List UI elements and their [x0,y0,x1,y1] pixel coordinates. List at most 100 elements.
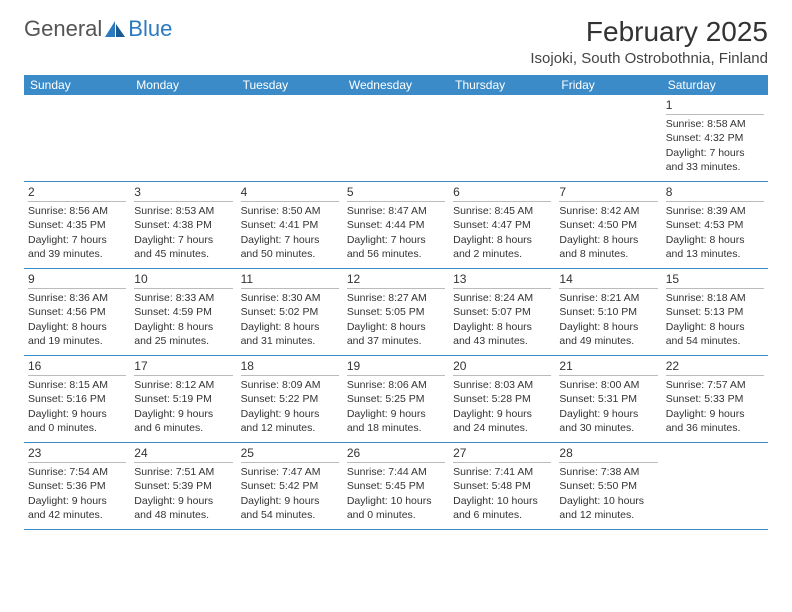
daylight-line-1: Daylight: 9 hours [134,407,232,421]
day-number: 18 [241,358,339,376]
daylight-line-2: and 37 minutes. [347,334,445,348]
sunset-line: Sunset: 5:31 PM [559,392,657,406]
day-number: 11 [241,271,339,289]
sunrise-line: Sunrise: 8:30 AM [241,291,339,305]
day-cell: 23Sunrise: 7:54 AMSunset: 5:36 PMDayligh… [24,443,130,529]
day-number: 5 [347,184,445,202]
logo: General Blue [24,16,172,42]
weekday-wednesday: Wednesday [343,75,449,95]
day-number: 25 [241,445,339,463]
sunrise-line: Sunrise: 8:12 AM [134,378,232,392]
day-number: 2 [28,184,126,202]
day-number: 22 [666,358,764,376]
day-cell: 2Sunrise: 8:56 AMSunset: 4:35 PMDaylight… [24,182,130,268]
sunset-line: Sunset: 5:02 PM [241,305,339,319]
sunrise-line: Sunrise: 8:18 AM [666,291,764,305]
day-number: 4 [241,184,339,202]
day-cell: 8Sunrise: 8:39 AMSunset: 4:53 PMDaylight… [662,182,768,268]
week-row: 1Sunrise: 8:58 AMSunset: 4:32 PMDaylight… [24,95,768,182]
day-cell: 12Sunrise: 8:27 AMSunset: 5:05 PMDayligh… [343,269,449,355]
day-cell: 15Sunrise: 8:18 AMSunset: 5:13 PMDayligh… [662,269,768,355]
weekday-tuesday: Tuesday [237,75,343,95]
daylight-line-2: and 43 minutes. [453,334,551,348]
daylight-line-2: and 31 minutes. [241,334,339,348]
daylight-line-1: Daylight: 9 hours [28,494,126,508]
day-empty [662,443,768,529]
daylight-line-2: and 50 minutes. [241,247,339,261]
weekday-friday: Friday [555,75,661,95]
daylight-line-2: and 49 minutes. [559,334,657,348]
sunrise-line: Sunrise: 7:38 AM [559,465,657,479]
daylight-line-2: and 19 minutes. [28,334,126,348]
day-number: 7 [559,184,657,202]
sunset-line: Sunset: 4:56 PM [28,305,126,319]
daylight-line-2: and 6 minutes. [134,421,232,435]
sunrise-line: Sunrise: 8:09 AM [241,378,339,392]
day-cell: 3Sunrise: 8:53 AMSunset: 4:38 PMDaylight… [130,182,236,268]
sunrise-line: Sunrise: 8:45 AM [453,204,551,218]
daylight-line-2: and 56 minutes. [347,247,445,261]
daylight-line-1: Daylight: 9 hours [241,407,339,421]
daylight-line-2: and 8 minutes. [559,247,657,261]
day-cell: 6Sunrise: 8:45 AMSunset: 4:47 PMDaylight… [449,182,555,268]
sunset-line: Sunset: 4:53 PM [666,218,764,232]
daylight-line-1: Daylight: 7 hours [241,233,339,247]
daylight-line-1: Daylight: 10 hours [347,494,445,508]
day-cell: 16Sunrise: 8:15 AMSunset: 5:16 PMDayligh… [24,356,130,442]
daylight-line-1: Daylight: 7 hours [28,233,126,247]
daylight-line-1: Daylight: 9 hours [134,494,232,508]
day-cell: 20Sunrise: 8:03 AMSunset: 5:28 PMDayligh… [449,356,555,442]
day-cell: 4Sunrise: 8:50 AMSunset: 4:41 PMDaylight… [237,182,343,268]
daylight-line-1: Daylight: 8 hours [134,320,232,334]
day-cell: 1Sunrise: 8:58 AMSunset: 4:32 PMDaylight… [662,95,768,181]
day-number: 10 [134,271,232,289]
daylight-line-2: and 12 minutes. [241,421,339,435]
day-number: 13 [453,271,551,289]
day-cell: 7Sunrise: 8:42 AMSunset: 4:50 PMDaylight… [555,182,661,268]
day-number: 19 [347,358,445,376]
day-number: 3 [134,184,232,202]
sunrise-line: Sunrise: 7:51 AM [134,465,232,479]
daylight-line-1: Daylight: 9 hours [559,407,657,421]
day-cell: 13Sunrise: 8:24 AMSunset: 5:07 PMDayligh… [449,269,555,355]
sunrise-line: Sunrise: 8:15 AM [28,378,126,392]
sunset-line: Sunset: 5:48 PM [453,479,551,493]
title-block: February 2025 Isojoki, South Ostrobothni… [530,16,768,67]
daylight-line-1: Daylight: 8 hours [453,320,551,334]
sunrise-line: Sunrise: 8:03 AM [453,378,551,392]
weekday-saturday: Saturday [662,75,768,95]
day-number: 27 [453,445,551,463]
weekday-header-row: SundayMondayTuesdayWednesdayThursdayFrid… [24,75,768,95]
daylight-line-2: and 13 minutes. [666,247,764,261]
logo-text-general: General [24,16,102,42]
sunset-line: Sunset: 4:59 PM [134,305,232,319]
sunrise-line: Sunrise: 8:36 AM [28,291,126,305]
weekday-thursday: Thursday [449,75,555,95]
sunset-line: Sunset: 5:42 PM [241,479,339,493]
day-empty [130,95,236,181]
sunrise-line: Sunrise: 7:47 AM [241,465,339,479]
sunrise-line: Sunrise: 8:50 AM [241,204,339,218]
day-number: 21 [559,358,657,376]
day-cell: 18Sunrise: 8:09 AMSunset: 5:22 PMDayligh… [237,356,343,442]
sunrise-line: Sunrise: 8:42 AM [559,204,657,218]
sunset-line: Sunset: 5:39 PM [134,479,232,493]
daylight-line-2: and 54 minutes. [666,334,764,348]
sunset-line: Sunset: 5:33 PM [666,392,764,406]
sunset-line: Sunset: 4:47 PM [453,218,551,232]
day-empty [24,95,130,181]
day-cell: 27Sunrise: 7:41 AMSunset: 5:48 PMDayligh… [449,443,555,529]
day-empty [555,95,661,181]
sunrise-line: Sunrise: 7:57 AM [666,378,764,392]
sunrise-line: Sunrise: 8:24 AM [453,291,551,305]
day-cell: 21Sunrise: 8:00 AMSunset: 5:31 PMDayligh… [555,356,661,442]
sunset-line: Sunset: 4:44 PM [347,218,445,232]
daylight-line-2: and 33 minutes. [666,160,764,174]
day-number: 15 [666,271,764,289]
day-cell: 14Sunrise: 8:21 AMSunset: 5:10 PMDayligh… [555,269,661,355]
daylight-line-2: and 2 minutes. [453,247,551,261]
day-cell: 28Sunrise: 7:38 AMSunset: 5:50 PMDayligh… [555,443,661,529]
sunset-line: Sunset: 5:05 PM [347,305,445,319]
daylight-line-2: and 12 minutes. [559,508,657,522]
day-cell: 5Sunrise: 8:47 AMSunset: 4:44 PMDaylight… [343,182,449,268]
